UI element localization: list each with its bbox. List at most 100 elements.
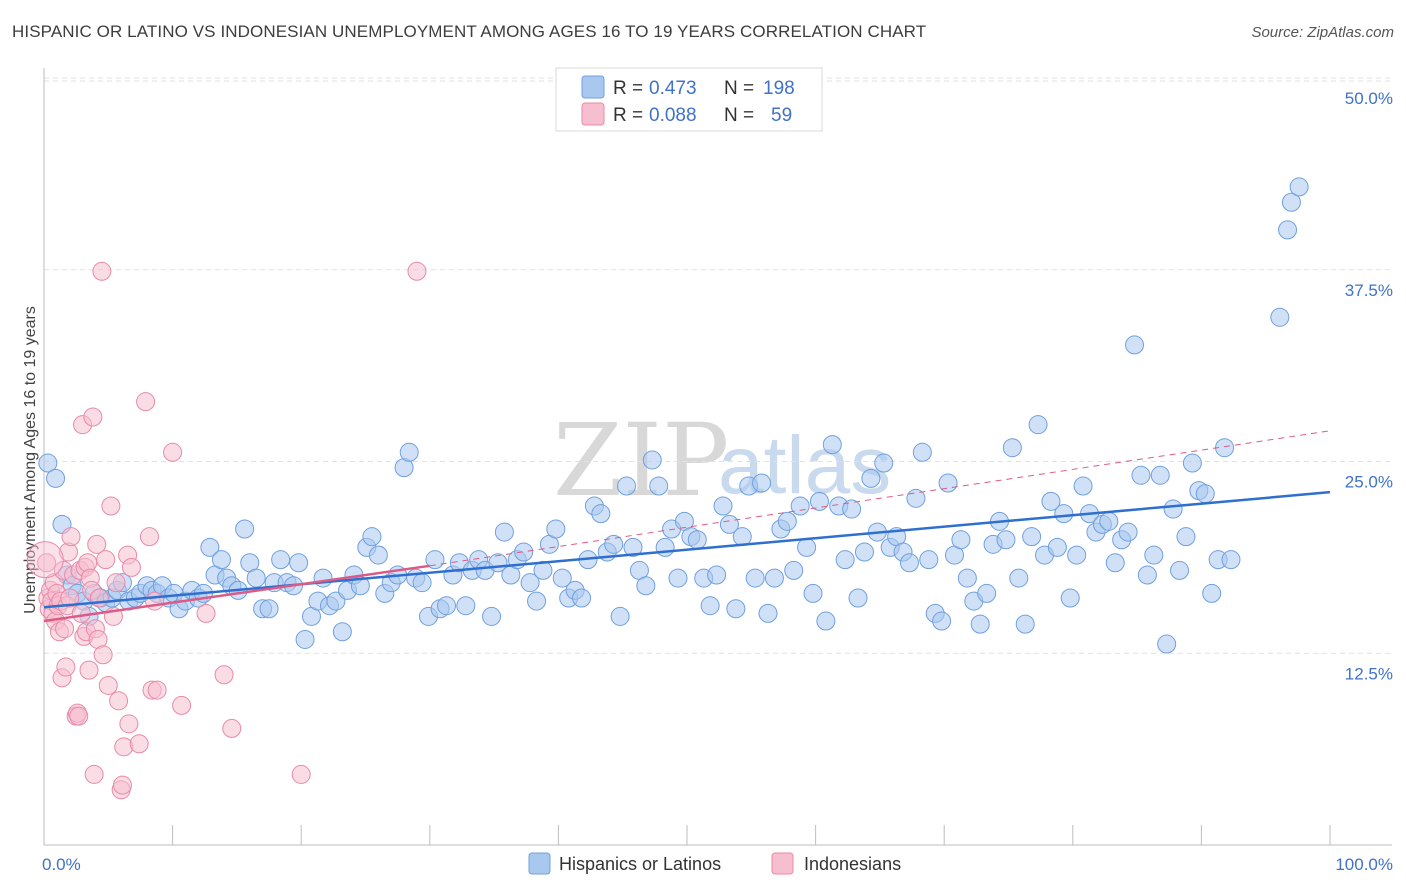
correlation-legend: R = 0.473 N = 198 R = 0.088 N = 59 [555,67,823,132]
y-tick-label-0: 12.5% [1345,664,1393,683]
trend-lines [43,430,1331,623]
point-hispanic-79 [514,542,534,562]
point-hispanic-186 [1202,583,1222,603]
y-axis-label: Unemployment Among Ages 16 to 19 years [22,306,39,614]
point-indonesian-65 [291,764,311,784]
point-indonesian-61 [172,695,192,715]
point-hispanic-61 [399,442,419,462]
point-hispanic-99 [642,450,662,470]
point-hispanic-156 [1009,568,1029,588]
point-indonesian-43 [98,675,118,695]
x-tick-labels: 0.0% 100.0% [42,855,1393,874]
point-hispanic-179 [1157,634,1177,654]
trend-line-hispanic [43,490,1331,609]
point-hispanic-103 [668,568,688,588]
point-indonesian-63 [214,665,234,685]
point-indonesian-0 [37,553,57,573]
legend-n-label-hispanic: N = [724,78,754,99]
x-tick-label-max: 100.0% [1335,855,1393,874]
point-hispanic-88 [572,588,592,608]
watermark-atlas: atlas [718,420,891,511]
point-indonesian-25 [71,603,91,623]
point-hispanic-176 [1137,565,1157,585]
point-indonesian-52 [119,714,139,734]
y-tick-labels: 12.5% 25.0% 37.5% 50.0% [1345,89,1393,683]
point-hispanic-131 [848,588,868,608]
trend-line-indonesian-extension [429,430,1331,567]
point-hispanic-94 [610,606,630,626]
point-hispanic-185 [1195,484,1215,504]
point-hispanic-55 [362,527,382,547]
point-hispanic-144 [932,611,952,631]
bottom-legend-label-indonesian: Indonesians [804,854,901,874]
point-hispanic-81 [527,591,547,611]
point-indonesian-large [26,541,64,579]
bottom-legend-swatch-hispanic [528,852,551,875]
y-tick-label-2: 37.5% [1345,281,1393,300]
legend-r-label-hispanic: R = [613,78,643,99]
point-hispanic-177 [1144,545,1164,565]
point-hispanic-109 [707,565,727,585]
point-indonesian-35 [84,764,104,784]
point-hispanic-30 [211,550,231,570]
point-hispanic-115 [745,568,765,588]
point-hispanic-126 [816,611,836,631]
watermark-zip: ZIP [553,402,729,519]
point-indonesian-59 [147,680,167,700]
point-hispanic-118 [764,568,784,588]
point-hispanic-74 [482,606,502,626]
legend-n-label-indonesian: N = [724,105,754,126]
point-hispanic-135 [874,453,894,473]
point-hispanic-148 [957,568,977,588]
point-hispanic-190 [1270,307,1290,327]
point-hispanic-28 [200,537,220,557]
point-indonesian-62 [196,603,216,623]
point-hispanic-120 [777,511,797,531]
point-hispanic-70 [456,596,476,616]
point-indonesian-39 [89,588,109,608]
point-indonesian-42 [96,550,116,570]
source-attribution: Source: ZipAtlas.com [1251,24,1394,41]
point-hispanic-38 [259,599,279,619]
point-indonesian-31 [79,660,99,680]
point-indonesian-58 [145,591,165,611]
point-indonesian-50 [114,737,134,757]
point-hispanic-154 [996,530,1016,550]
point-hispanic-193 [1289,177,1309,197]
point-hispanic-183 [1182,453,1202,473]
point-hispanic-98 [636,576,656,596]
point-hispanic-36 [246,568,266,588]
point-hispanic-96 [623,537,643,557]
point-hispanic-34 [235,519,255,539]
y-tick-label-1: 25.0% [1345,473,1393,492]
point-indonesian-34 [83,407,103,427]
point-indonesian-23 [69,706,89,726]
point-hispanic-117 [758,603,778,623]
legend-n-value-hispanic: 198 [763,78,795,99]
point-indonesian-56 [139,527,159,547]
series-0-points [38,177,1309,654]
point-hispanic-130 [842,499,862,519]
point-hispanic-125 [809,491,829,511]
legend-r-value-indonesian: 0.088 [649,105,697,126]
point-hispanic-174 [1125,335,1145,355]
point-hispanic-150 [970,614,990,634]
point-indonesian-55 [136,392,156,412]
point-indonesian-64 [222,718,242,738]
point-hispanic-182 [1176,527,1196,547]
point-hispanic-85 [552,568,572,588]
point-hispanic-164 [1060,588,1080,608]
point-hispanic-0 [38,453,58,473]
point-hispanic-67 [437,596,457,616]
legend-n-value-indonesian: 59 [771,105,792,126]
point-hispanic-162 [1047,537,1067,557]
point-hispanic-163 [1054,504,1074,524]
point-indonesian-46 [106,573,126,593]
series-legend: Hispanics or Latinos Indonesians [528,852,901,875]
point-hispanic-132 [854,542,874,562]
watermark: ZIP atlas [553,402,891,519]
point-hispanic-123 [797,537,817,557]
point-hispanic-133 [861,468,881,488]
bottom-legend-swatch-indonesian [771,852,794,875]
point-hispanic-189 [1221,550,1241,570]
